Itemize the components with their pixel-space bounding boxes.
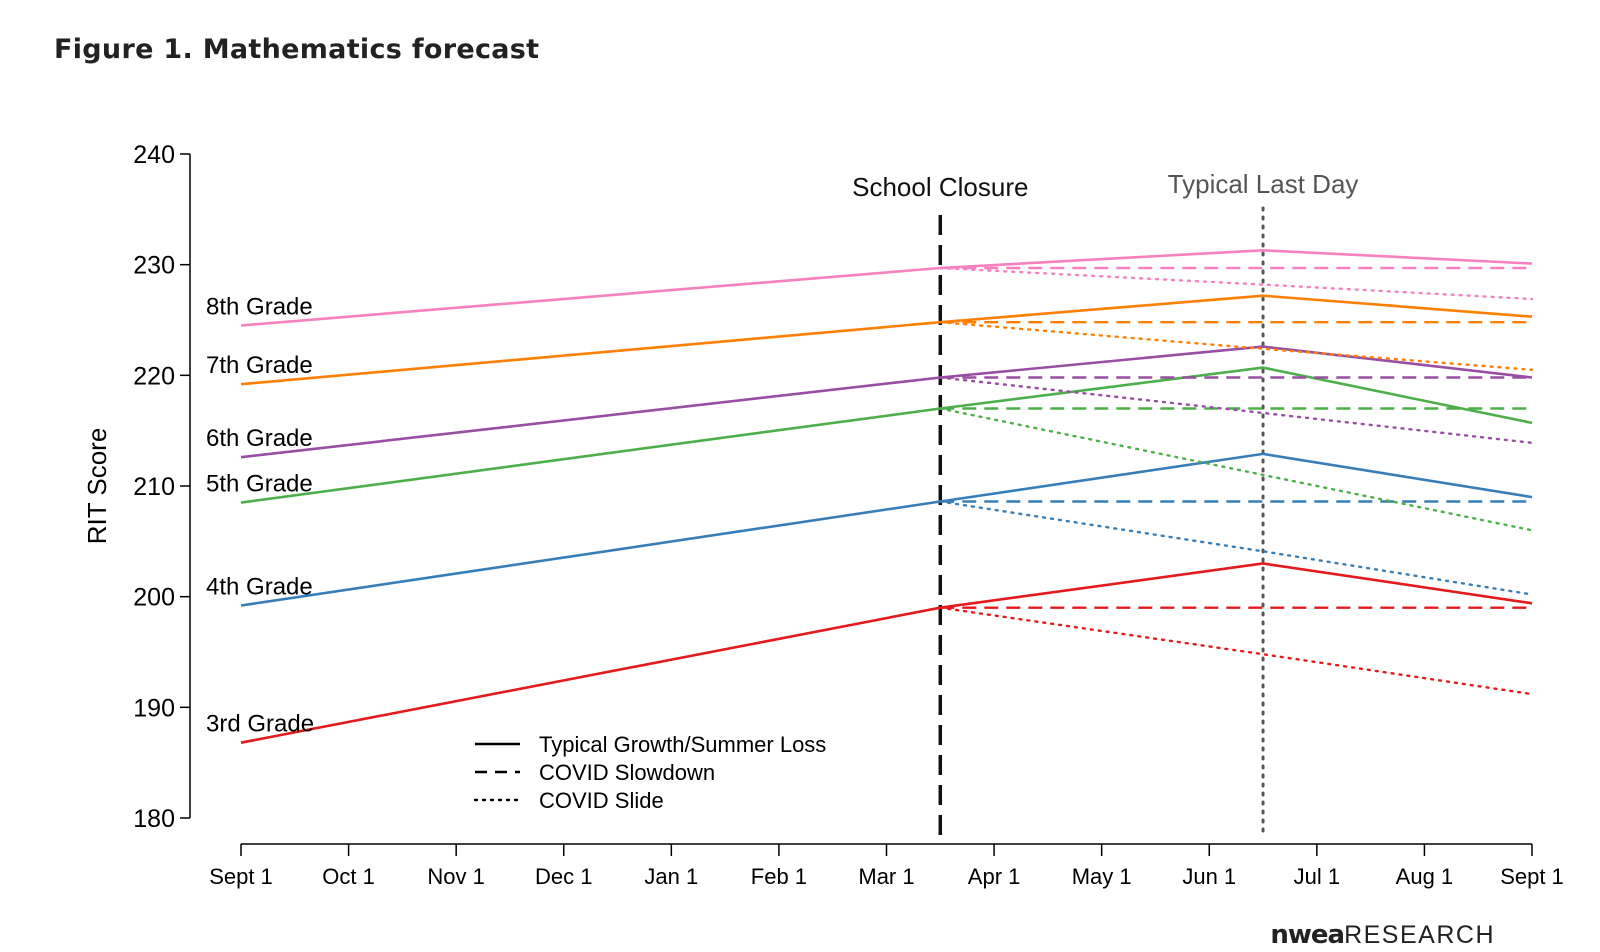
grade-label-8th-grade: 8th Grade <box>206 294 313 321</box>
series-6th-grade-typical <box>240 345 1533 459</box>
series-7th-grade-covid-slide <box>939 321 1534 371</box>
series-7th-grade-typical <box>240 294 1533 386</box>
grade-labels: 3rd Grade 4th Grade 5th Grade 6th Grade 7th … <box>206 294 314 738</box>
grade-label-6th-grade: 6th Grade <box>206 425 313 452</box>
legend-label-dashed: COVID Slowdown <box>539 760 715 785</box>
figure-title: Figure 1. Mathematics forecast <box>54 34 540 65</box>
grade-label-7th-grade: 7th Grade <box>206 352 313 379</box>
brand-main: nwea <box>1270 920 1345 950</box>
grade-label-4th-grade: 4th Grade <box>206 574 313 601</box>
grade-label-5th-grade: 5th Grade <box>206 471 313 498</box>
x-tick-label: Oct 1 <box>322 864 375 889</box>
series-6th-grade-covid-slide <box>939 376 1534 444</box>
y-tick-label: 240 <box>133 141 175 169</box>
x-tick-label: Apr 1 <box>968 864 1021 889</box>
y-axis-title: RIT Score <box>82 428 112 545</box>
x-tick-label: Dec 1 <box>535 864 592 889</box>
grade-label-3rd-grade: 3rd Grade <box>206 711 314 738</box>
series-8th-grade-typical <box>240 248 1533 327</box>
legend-label-solid: Typical Growth/Summer Loss <box>539 732 826 757</box>
typical-last-day-label: Typical Last Day <box>1168 169 1359 199</box>
x-tick-label: Feb 1 <box>751 864 807 889</box>
school-closure-label: School Closure <box>852 172 1028 202</box>
x-tick-label: May 1 <box>1072 864 1132 889</box>
x-tick-label: Sept 1 <box>209 864 273 889</box>
y-tick-label: 230 <box>133 252 175 280</box>
brand-sub: RESEARCH <box>1344 921 1495 949</box>
series-8th-grade-covid-slide <box>939 266 1534 301</box>
x-tick-label: Jun 1 <box>1182 864 1236 889</box>
chart-axes: 180 190 200 210 220 230 240 RIT Score Sept 1 Oct … <box>82 141 1564 889</box>
series-lines <box>240 248 1534 744</box>
y-tick-label: 210 <box>133 473 175 501</box>
legend-label-dotted: COVID Slide <box>539 788 664 813</box>
event-markers: School Closure Typical Last Day <box>852 169 1359 840</box>
series-5th-grade-typical <box>240 366 1533 504</box>
x-tick-label: Sept 1 <box>1500 864 1564 889</box>
series-4th-grade-typical <box>240 452 1533 607</box>
x-tick-label: Nov 1 <box>427 864 484 889</box>
y-tick-label: 180 <box>133 805 175 833</box>
y-tick-label: 220 <box>133 362 175 390</box>
x-tick-label: Jul 1 <box>1294 864 1340 889</box>
series-4th-grade-covid-slide <box>939 500 1534 596</box>
series-3rd-grade-covid-slide <box>939 606 1534 696</box>
y-tick-label: 190 <box>133 694 175 722</box>
x-tick-label: Aug 1 <box>1396 864 1454 889</box>
series-3rd-grade-typical <box>240 562 1533 744</box>
chart-legend: Typical Growth/Summer Loss COVID Slowdown… <box>473 732 826 813</box>
series-5th-grade-covid-slide <box>939 407 1534 532</box>
y-tick-label: 200 <box>133 584 175 612</box>
x-tick-label: Jan 1 <box>644 864 698 889</box>
x-tick-label: Mar 1 <box>858 864 914 889</box>
nwea-research-logo: nweaRESEARCH <box>1270 920 1495 950</box>
